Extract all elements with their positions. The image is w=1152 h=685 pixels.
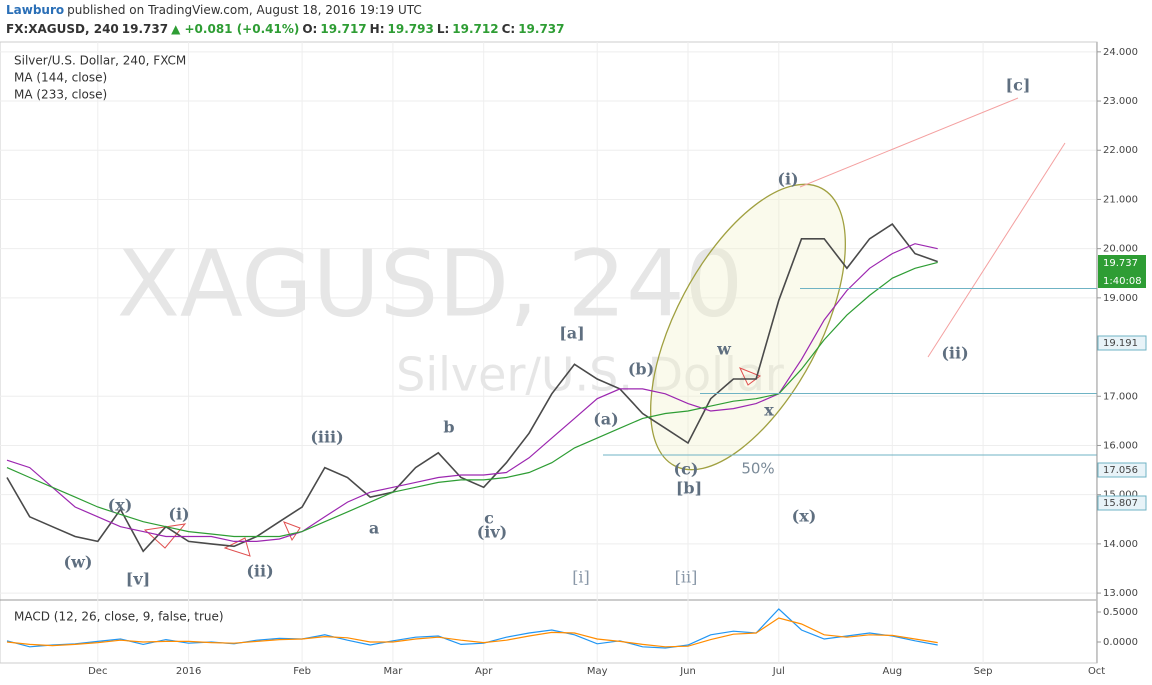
y-tick-label: 20.000 — [1103, 244, 1138, 255]
y-tick-label: 14.000 — [1103, 539, 1138, 550]
open: 19.717 — [320, 22, 367, 36]
c-label: C: — [501, 22, 516, 36]
x-tick-label: Dec — [88, 666, 107, 677]
last: 19.737 — [121, 22, 169, 36]
plot-frame — [0, 41, 1098, 664]
legend-price: Silver/U.S. Dollar, 240, FXCM — [14, 54, 186, 68]
wave-label: (i) — [168, 505, 189, 524]
wave-label: (ii) — [941, 344, 968, 363]
macd-title: MACD (12, 26, close, 9, false, true) — [14, 610, 224, 624]
price-label: 17.056 — [1103, 465, 1138, 476]
wave-label: (x) — [792, 507, 817, 526]
l-label: L: — [436, 22, 450, 36]
trend-line — [799, 97, 1019, 188]
wave-label: w — [716, 340, 732, 359]
y-tick-label: 22.000 — [1103, 145, 1138, 156]
price-label: 19.191 — [1103, 338, 1138, 349]
last-price-box — [1098, 255, 1146, 288]
x-tick-label: Jul — [772, 666, 785, 677]
legend-ma144: MA (144, close) — [14, 71, 107, 85]
close: 19.737 — [518, 22, 565, 36]
wave-label: [i] — [572, 568, 590, 587]
x-tick-label: Aug — [883, 666, 903, 677]
h-label: H: — [369, 22, 385, 36]
price-label-box — [1097, 495, 1147, 511]
y-tick-label: 21.000 — [1103, 194, 1138, 205]
x-tick-label: Feb — [293, 666, 311, 677]
wave-label: [c] — [1006, 76, 1031, 95]
wave-label: [a] — [559, 324, 585, 343]
low: 19.712 — [452, 22, 499, 36]
ellipse-drawing — [650, 183, 846, 471]
wave-label: [b] — [676, 479, 702, 498]
series-line — [6, 243, 938, 542]
series-line — [6, 608, 938, 649]
series-line — [6, 617, 938, 648]
high: 19.793 — [387, 22, 434, 36]
symbol: FX:XAGUSD, 240 — [6, 22, 119, 36]
y-tick-label: 17.000 — [1103, 391, 1138, 402]
watermark: XAGUSD, 240 — [117, 230, 743, 337]
x-tick-label: 2016 — [176, 666, 201, 677]
wave-label: (iv) — [477, 523, 508, 542]
wave-label: a — [369, 519, 379, 538]
countdown: 1:40:08 — [1103, 276, 1142, 287]
series-line — [6, 261, 938, 538]
wave-label: [ii] — [675, 568, 698, 587]
trend-line — [927, 142, 1066, 358]
header: Lawburo published on TradingView.com, Aug… — [0, 0, 1152, 42]
wave-label: (iii) — [310, 428, 343, 447]
price-label-box — [1097, 335, 1147, 351]
y-tick-label: 23.000 — [1103, 96, 1138, 107]
series-line — [6, 223, 938, 553]
last-price: 19.737 — [1103, 258, 1138, 269]
wave-label: (x) — [108, 496, 133, 515]
y-tick-label: 13.000 — [1103, 588, 1138, 599]
published: published on TradingView.com, August 18,… — [67, 3, 422, 17]
x-tick-label: Jun — [679, 666, 696, 677]
wave-label: c — [484, 509, 494, 528]
wave-label: x — [764, 401, 774, 420]
wave-label: (c) — [674, 460, 699, 479]
wave-label: 50% — [741, 460, 774, 478]
author[interactable]: Lawburo — [6, 3, 65, 17]
wave-label: (ii) — [246, 562, 273, 581]
price-label: 15.807 — [1103, 498, 1138, 509]
o-label: O: — [302, 22, 318, 36]
wave-label: b — [443, 418, 454, 437]
grid — [0, 42, 1098, 663]
wave-label: (i) — [777, 170, 798, 189]
x-tick-label: Apr — [475, 666, 493, 677]
legend-ma233: MA (233, close) — [14, 88, 107, 102]
wave-label: (w) — [64, 553, 93, 572]
y-tick-label: 16.000 — [1103, 440, 1138, 451]
wave-label: (a) — [593, 410, 619, 429]
y-tick-label: 15.000 — [1103, 490, 1138, 501]
y-tick-label: 0.5000 — [1103, 607, 1138, 618]
y-tick-label: 0.0000 — [1103, 637, 1138, 648]
wave-label: [v] — [126, 570, 150, 589]
x-tick-label: Mar — [383, 666, 403, 677]
wave-label: (b) — [628, 360, 654, 379]
change: ▲ +0.081 (+0.41%) — [171, 22, 300, 36]
x-tick-label: Oct — [1088, 666, 1105, 677]
y-tick-label: 19.000 — [1103, 293, 1138, 304]
x-tick-label: Sep — [974, 666, 993, 677]
x-tick-label: May — [587, 666, 608, 677]
y-tick-label: 24.000 — [1103, 47, 1138, 58]
price-label-box — [1097, 462, 1147, 478]
